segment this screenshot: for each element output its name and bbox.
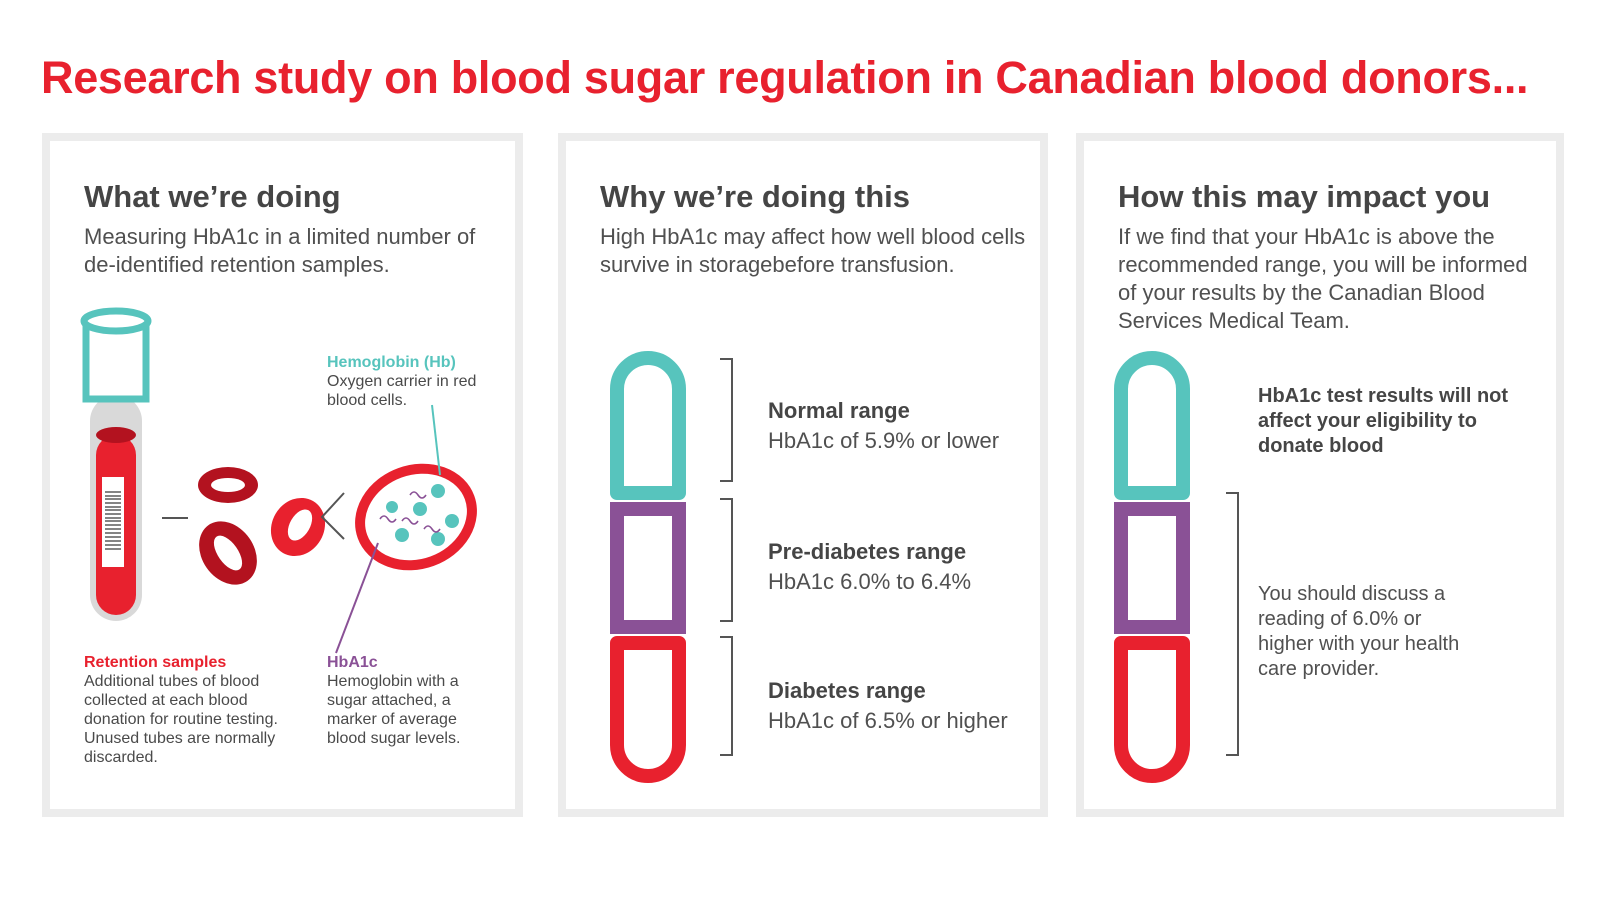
range-tube-icon [610,351,686,783]
hemoglobin-cell-icon [355,463,477,571]
panel-subtitle: If we find that your HbA1c is above the … [1118,224,1528,333]
hba1c-text: Hemoglobin with a sugar attached, a mark… [327,673,461,747]
panel-title: What we’re doing [84,179,341,214]
retention-text: Additional tubes of blood collected at e… [84,673,278,766]
red-blood-cell-icon [198,467,326,585]
discuss-note: You should discuss a reading of 6.0% or … [1258,583,1460,680]
normal-range: Normal range HbA1c of 5.9% or lower [768,398,999,454]
pointer-lines [335,404,441,654]
retention-title: Retention samples [84,654,227,671]
connector-line [162,517,188,519]
diabetes-range: Diabetes range HbA1c of 6.5% or higher [768,678,1008,734]
range-title: Normal range [768,398,910,423]
bracket-icon [1226,492,1239,756]
hba1c-label: HbA1c Hemoglobin with a sugar attached, … [327,653,492,748]
range-value: HbA1c 6.0% to 6.4% [768,569,972,594]
retention-label: Retention samples Additional tubes of bl… [84,653,309,767]
hemoglobin-title: Hemoglobin (Hb) [327,354,456,371]
hemoglobin-label: Hemoglobin (Hb) Oxygen carrier in red bl… [327,353,497,410]
range-value: HbA1c of 6.5% or higher [768,708,1008,733]
panel-title: Why we’re doing this [600,179,911,214]
range-tube-icon [1114,351,1190,783]
range-title: Diabetes range [768,678,926,703]
bracket-icon [720,358,733,756]
panel-title: How this may impact you [1118,179,1491,214]
page-title: Research study on blood sugar regulation… [41,52,1529,103]
blood-tube-icon [80,307,152,621]
range-value: HbA1c of 5.9% or lower [768,428,1000,453]
panel-what-were-doing: What we’re doing Measuring HbA1c in a li… [42,133,523,817]
hemoglobin-text: Oxygen carrier in red blood cells. [327,373,477,409]
range-title: Pre-diabetes range [768,539,967,564]
eligibility-note: HbA1c test results will not affect your … [1258,385,1509,457]
hba1c-title: HbA1c [327,654,378,671]
panel-why-were-doing-this: Why we’re doing this High HbA1c may affe… [558,133,1048,817]
zoom-bracket-icon [320,492,345,540]
panel-how-this-may-impact-you: How this may impact you If we find that … [1076,133,1564,817]
panel-subtitle: Measuring HbA1c in a limited number of d… [84,224,476,277]
prediabetes-range: Pre-diabetes range HbA1c 6.0% to 6.4% [768,539,971,595]
panel-subtitle: High HbA1c may affect how well blood cel… [600,224,1026,277]
